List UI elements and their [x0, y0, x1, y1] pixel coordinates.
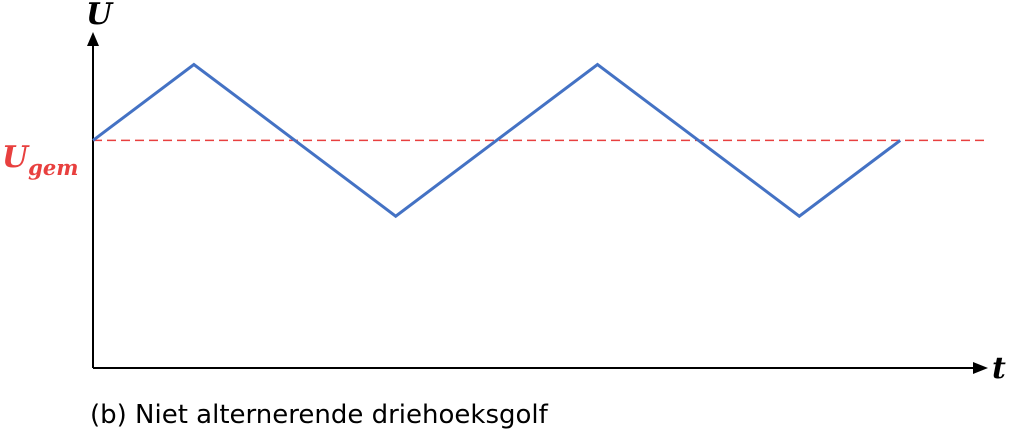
- series-layer: [92, 62, 902, 219]
- average-label-subscript: gem: [28, 155, 78, 180]
- average-line-label: Ugem: [2, 140, 78, 180]
- y-axis-label: U: [86, 0, 114, 32]
- figure-caption: (b) Niet alternerende driehoeksgolf: [90, 400, 548, 430]
- x-axis-label: t: [992, 351, 1006, 386]
- x-axis-arrowhead: [973, 362, 988, 374]
- y-axis-arrowhead: [87, 32, 99, 46]
- triangle-wave-line: [92, 62, 902, 219]
- average-label-main: U: [2, 140, 30, 175]
